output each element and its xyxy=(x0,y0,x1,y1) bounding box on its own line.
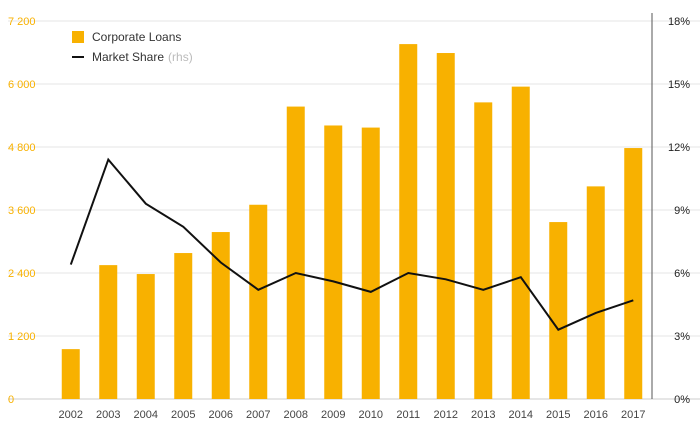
gridlines xyxy=(8,20,700,400)
line-series-market-share xyxy=(69,157,634,331)
legend-item-corporate-loans: Corporate Loans xyxy=(72,27,193,47)
x-axis-tick-label: 2004 xyxy=(134,409,158,421)
left-axis-tick-label: 7 200 xyxy=(8,16,36,28)
legend-swatch-bar xyxy=(72,31,84,43)
x-axis-tick-label: 2014 xyxy=(509,409,533,421)
x-axis-tick-label: 2015 xyxy=(546,409,570,421)
legend-label-market-share: Market Share xyxy=(92,50,165,64)
x-axis-tick-label: 2017 xyxy=(621,409,645,421)
left-axis-ticks: 0 1 200 2 400 3 600 4 800 6 000 7 200 xyxy=(8,16,36,406)
right-axis-tick-label: 18% xyxy=(668,16,690,28)
legend-swatch-line xyxy=(72,56,84,58)
left-axis-tick-label: 6 000 xyxy=(8,79,36,91)
bar xyxy=(399,44,418,399)
right-axis-tick-label: 3% xyxy=(674,331,690,343)
x-axis-tick-label: 2011 xyxy=(396,409,420,421)
x-axis-ticks: 2002 2003 2004 2005 2006 2007 2008 2009 2010 2011… xyxy=(59,409,646,421)
bar xyxy=(436,53,455,400)
right-axis-tick-label: 9% xyxy=(674,205,690,217)
x-axis-tick-label: 2013 xyxy=(471,409,495,421)
bar xyxy=(136,274,155,399)
right-axis-tick-label: 12% xyxy=(668,142,690,154)
x-axis-tick-label: 2003 xyxy=(96,409,120,421)
bar xyxy=(624,148,643,399)
bar xyxy=(99,265,118,399)
x-axis-tick-label: 2016 xyxy=(584,409,608,421)
x-axis-tick-label: 2010 xyxy=(359,409,383,421)
legend-item-market-share: Market Share (rhs) xyxy=(72,47,193,67)
left-axis-tick-label: 2 400 xyxy=(8,268,36,280)
bar xyxy=(511,86,530,399)
legend-label-rhs: (rhs) xyxy=(168,50,193,64)
x-axis-tick-label: 2005 xyxy=(171,409,195,421)
x-axis-tick-label: 2007 xyxy=(246,409,270,421)
left-axis-tick-label: 0 xyxy=(8,394,14,406)
right-axis-tick-label: 15% xyxy=(668,79,690,91)
bar xyxy=(361,127,380,399)
x-axis-tick-label: 2002 xyxy=(59,409,83,421)
right-axis-tick-label: 6% xyxy=(674,268,690,280)
bar-series-corporate-loans xyxy=(61,44,643,400)
x-axis-tick-label: 2009 xyxy=(321,409,345,421)
right-axis-ticks: 0% 3% 6% 9% 12% 15% 18% xyxy=(668,16,690,406)
left-axis-tick-label: 3 600 xyxy=(8,205,36,217)
bar xyxy=(286,106,305,399)
bar xyxy=(586,186,605,399)
bar xyxy=(324,125,343,399)
bar xyxy=(174,253,193,399)
bar xyxy=(211,232,230,399)
bar xyxy=(249,204,268,399)
left-axis-tick-label: 1 200 xyxy=(8,331,36,343)
right-axis-tick-label: 0% xyxy=(674,394,690,406)
legend-label-corporate-loans: Corporate Loans xyxy=(92,30,182,44)
x-axis-tick-label: 2008 xyxy=(284,409,308,421)
legend: Corporate Loans Market Share (rhs) xyxy=(72,27,193,67)
bar xyxy=(474,102,493,399)
bar xyxy=(549,222,568,399)
left-axis-tick-label: 4 800 xyxy=(8,142,36,154)
x-axis-tick-label: 2006 xyxy=(209,409,233,421)
bar xyxy=(61,349,80,399)
x-axis-tick-label: 2012 xyxy=(434,409,458,421)
